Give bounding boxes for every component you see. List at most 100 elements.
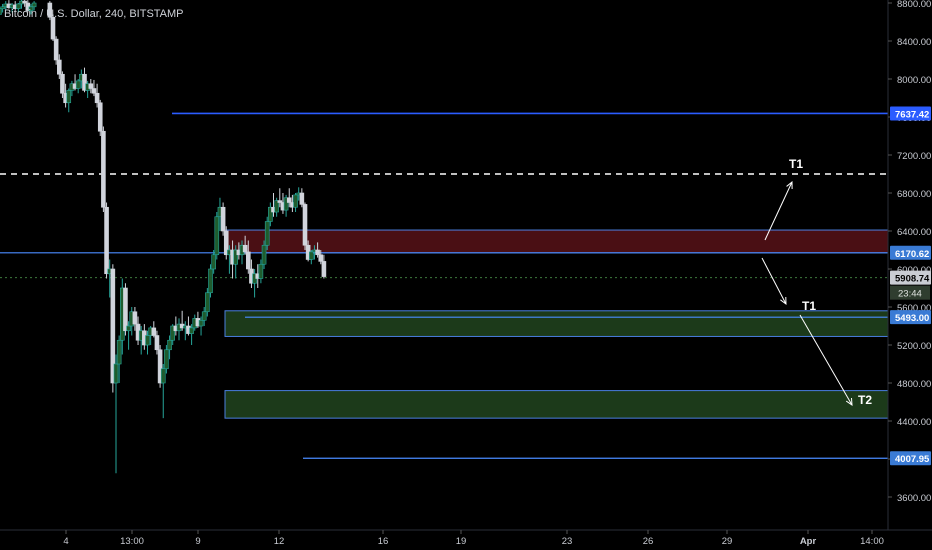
candle xyxy=(208,264,213,298)
candle-body xyxy=(286,197,292,203)
candle xyxy=(94,83,100,108)
candle xyxy=(321,254,327,279)
level-5493-price-label-bg xyxy=(890,310,931,325)
candle-body xyxy=(318,254,324,262)
candle xyxy=(75,79,81,94)
arrow-t1-down-head xyxy=(780,296,787,306)
current-price-label-bg xyxy=(890,270,931,285)
candle xyxy=(60,71,65,98)
candle-body xyxy=(201,311,207,321)
y-tick-label: 8000.00 xyxy=(897,75,931,86)
candle xyxy=(308,250,314,265)
candle-body xyxy=(167,339,172,351)
candle-body xyxy=(283,197,289,211)
candle-body xyxy=(126,325,131,332)
target-t2: T2 xyxy=(858,393,872,407)
candle xyxy=(47,1,53,21)
candle xyxy=(66,88,72,113)
candle-body xyxy=(88,83,94,89)
y-tick-label: 8400.00 xyxy=(897,37,931,48)
level-7637-price-label: 7637.42 xyxy=(895,109,929,120)
candle-body xyxy=(157,349,163,384)
candle-body xyxy=(274,200,279,213)
candle-body xyxy=(101,130,106,208)
candle-body xyxy=(315,249,320,256)
candle-body xyxy=(94,92,100,104)
candle-body xyxy=(233,249,238,265)
candle xyxy=(286,188,292,208)
y-tick-label: 4800.00 xyxy=(897,379,931,390)
candle-body xyxy=(299,192,305,205)
candle xyxy=(164,345,169,374)
candle-body xyxy=(308,251,314,260)
x-tick-label: 9 xyxy=(195,536,200,547)
candle xyxy=(28,3,34,15)
candle-body xyxy=(110,268,116,384)
y-tick-label: 4400.00 xyxy=(897,417,931,428)
candle xyxy=(0,8,2,15)
arrow-t2 xyxy=(799,314,853,406)
current-price-label: 5908.74 xyxy=(895,274,930,285)
level-4007-price-label-bg xyxy=(890,451,931,466)
candle-body xyxy=(66,90,72,104)
candle xyxy=(242,235,248,255)
candle-body xyxy=(258,263,264,279)
arrow-t1-up-head xyxy=(786,180,793,190)
y-tick-label: 5600.00 xyxy=(897,303,931,314)
level-7637-price-label-bg xyxy=(890,106,931,121)
y-tick-label: 8800.00 xyxy=(897,0,931,10)
candle xyxy=(157,345,163,388)
y-tick-label: 5200.00 xyxy=(897,341,931,352)
candle xyxy=(154,330,160,355)
price-axis[interactable] xyxy=(888,0,932,530)
candle xyxy=(145,330,150,355)
candle xyxy=(123,283,128,336)
arrow-t2-head xyxy=(845,397,853,406)
candle-body xyxy=(160,368,166,384)
candle xyxy=(101,126,106,212)
candle-body xyxy=(50,16,56,40)
candle-body xyxy=(164,349,169,370)
candle xyxy=(189,324,194,345)
candle xyxy=(274,197,279,217)
x-tick-label: 4 xyxy=(63,536,68,547)
x-tick-label: 14:00 xyxy=(860,536,884,547)
candle-body xyxy=(277,200,283,203)
candle xyxy=(104,202,109,279)
candle-body xyxy=(0,8,2,15)
candle-body xyxy=(53,38,59,61)
x-tick-label: 12 xyxy=(274,536,285,547)
candle-body xyxy=(211,254,216,270)
x-tick-label: 13:00 xyxy=(120,536,144,547)
candle-body xyxy=(205,292,210,313)
candle xyxy=(283,194,289,217)
candle xyxy=(315,242,320,258)
arrow-t1-up xyxy=(764,181,793,241)
y-tick-label: 6000.00 xyxy=(897,265,931,276)
candle-body xyxy=(154,335,160,351)
symbol-title: Bitcoin / U.S. Dollar, 240, BITSTAMP xyxy=(4,8,184,20)
candle-body xyxy=(113,363,119,384)
time-axis[interactable] xyxy=(0,530,932,550)
candle-body xyxy=(116,339,122,365)
y-tick-label: 3600.00 xyxy=(897,493,931,504)
candle xyxy=(53,36,59,65)
candle xyxy=(198,316,204,336)
candle-body xyxy=(189,327,194,334)
candle xyxy=(246,240,251,274)
y-tick-label: 6400.00 xyxy=(897,227,931,238)
candle-body xyxy=(261,244,267,265)
candle-body xyxy=(151,327,157,336)
candle-body xyxy=(170,325,175,341)
countdown-bg xyxy=(890,285,930,300)
x-tick-label: 19 xyxy=(456,536,467,547)
target-t1-up: T1 xyxy=(789,157,803,171)
candle xyxy=(223,226,229,260)
candle-body xyxy=(220,206,226,232)
candle xyxy=(82,67,87,93)
candle xyxy=(56,54,62,79)
candle xyxy=(299,188,305,208)
y-tick-label: 7200.00 xyxy=(897,151,931,162)
candle xyxy=(293,193,298,212)
